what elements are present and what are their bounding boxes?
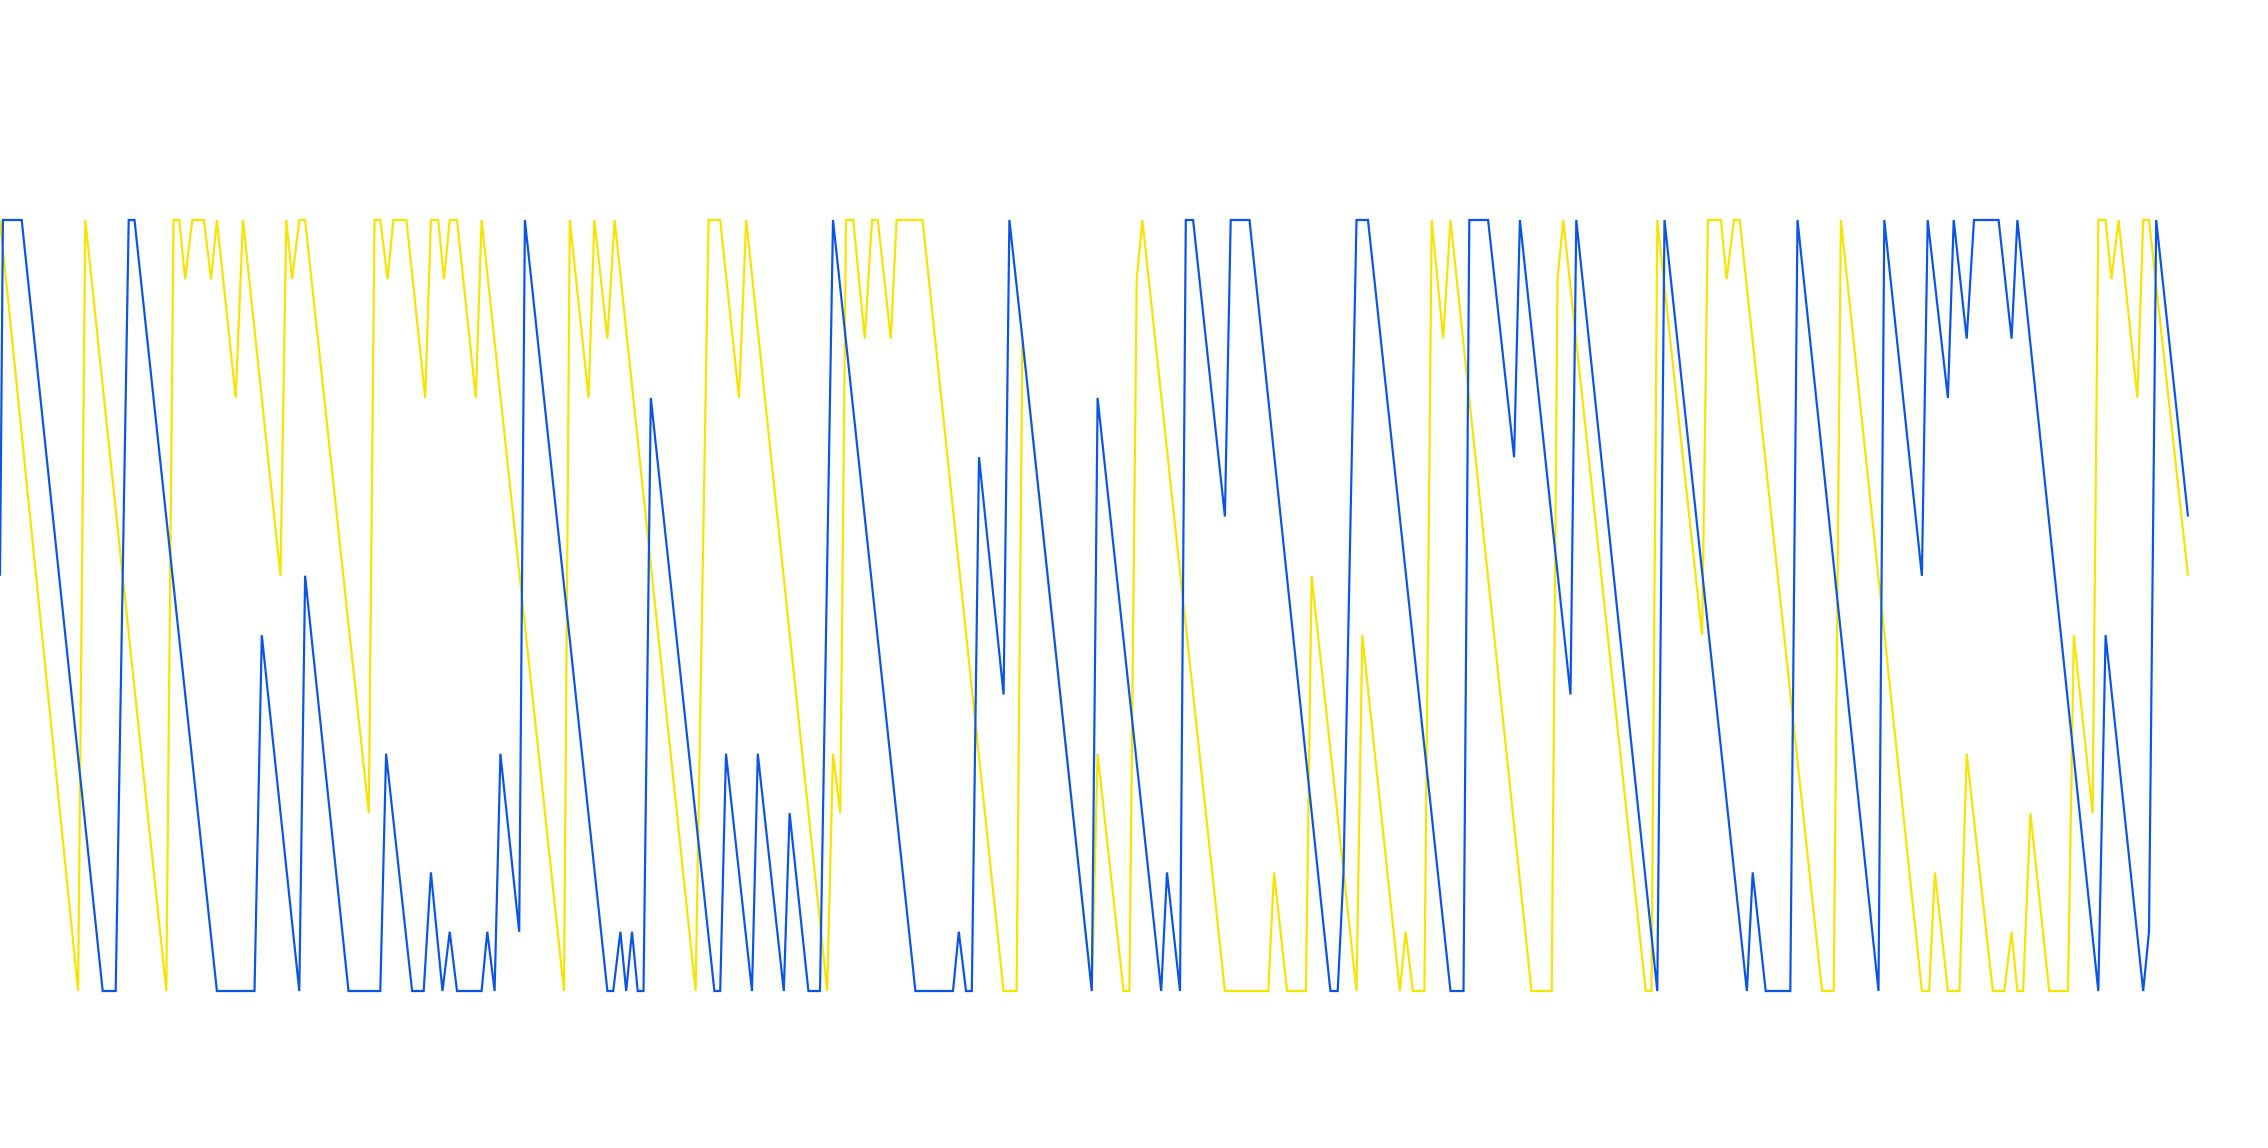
- line-series: [0, 218, 2190, 993]
- line-series: [0, 218, 2190, 993]
